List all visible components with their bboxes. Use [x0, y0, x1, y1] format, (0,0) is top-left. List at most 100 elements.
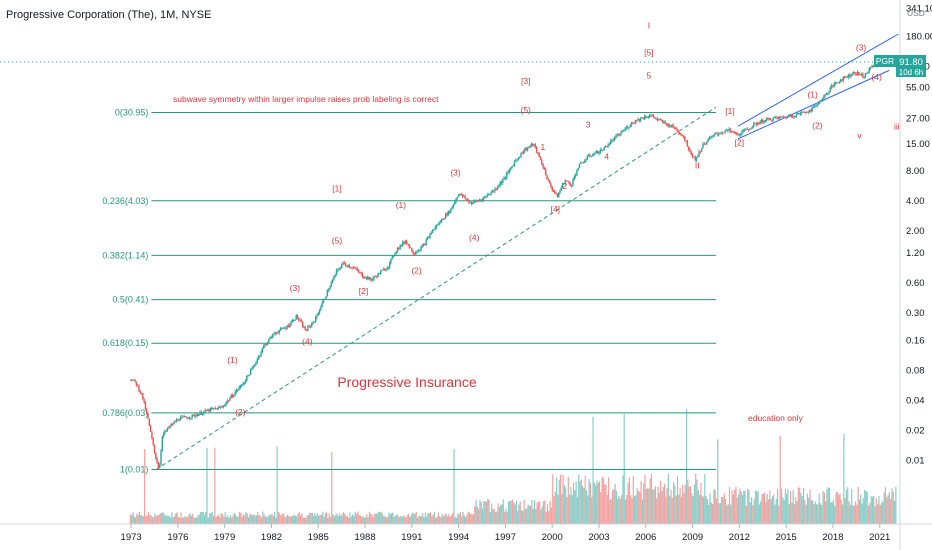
- volume-bar: [589, 483, 592, 524]
- volume-bar: [806, 493, 809, 524]
- volume-bar: [470, 513, 472, 524]
- volume-bar: [614, 483, 616, 524]
- candle-body: [676, 128, 678, 132]
- candle-body: [869, 66, 872, 68]
- candle-body: [398, 247, 400, 249]
- candle-body: [307, 326, 309, 331]
- wave-label: (1): [807, 89, 818, 99]
- volume-bar: [319, 515, 321, 524]
- wave-label: [1]: [332, 183, 341, 193]
- candle-body: [725, 129, 728, 131]
- volume-bar: [753, 499, 755, 524]
- volume-bar: [231, 517, 233, 524]
- volume-bar: [808, 497, 810, 524]
- volume-bar: [680, 496, 682, 524]
- candle-body: [434, 227, 436, 230]
- wave-label: (1): [396, 200, 407, 210]
- candle-body: [864, 73, 867, 78]
- volume-bar: [861, 503, 863, 524]
- volume-bar: [650, 473, 653, 524]
- volume-bar: [702, 496, 705, 524]
- candle-body: [292, 320, 295, 321]
- volume-bar: [189, 513, 191, 524]
- volume-bar: [667, 473, 669, 524]
- volume-bar: [163, 513, 165, 524]
- candle-body: [214, 408, 217, 410]
- volume-bar: [719, 503, 721, 524]
- x-tick-label: 1985: [308, 532, 329, 543]
- volume-bar: [749, 502, 751, 524]
- volume-bar: [236, 516, 238, 524]
- volume-bar: [791, 502, 793, 524]
- candle-body: [529, 145, 531, 147]
- volume-bar: [267, 516, 269, 524]
- volume-bar: [809, 489, 811, 524]
- candle-body: [441, 218, 443, 222]
- chart-subtitle: education only: [748, 413, 804, 423]
- volume-bar: [789, 491, 792, 524]
- volume-bar: [874, 505, 876, 524]
- candle-body: [658, 119, 660, 120]
- volume-bar: [279, 513, 281, 524]
- volume-bar: [140, 515, 142, 524]
- volume-bar: [741, 495, 744, 524]
- candle-body: [493, 190, 495, 192]
- volume-bar: [229, 514, 232, 524]
- candle-body: [765, 118, 768, 120]
- volume-bar: [662, 487, 664, 524]
- volume-bar: [757, 491, 759, 524]
- volume-bar: [615, 490, 618, 524]
- volume-bar: [489, 511, 491, 524]
- volume-bar: [849, 504, 851, 524]
- candle-body: [638, 118, 640, 121]
- volume-bar: [176, 512, 178, 524]
- volume-bar: [888, 491, 890, 524]
- candle-body: [350, 267, 352, 269]
- volume-bar: [372, 517, 374, 524]
- candle-body: [684, 136, 686, 141]
- candle-body: [260, 352, 262, 356]
- x-tick-label: 2003: [588, 532, 609, 543]
- x-tick-label: 2015: [776, 532, 797, 543]
- candle-body: [538, 152, 540, 158]
- volume-bar: [552, 474, 554, 524]
- volume-bar: [611, 490, 614, 524]
- volume-bar: [281, 514, 283, 524]
- candle-body: [564, 180, 566, 184]
- volume-bar: [513, 502, 515, 524]
- candle-body: [359, 272, 361, 273]
- candle-body: [170, 423, 173, 426]
- candle-body: [381, 269, 383, 272]
- volume-bar: [701, 496, 703, 524]
- volume-bar: [857, 487, 859, 524]
- volume-bar: [845, 489, 848, 524]
- volume-bar: [843, 434, 845, 524]
- candle-body: [144, 402, 147, 410]
- candle-body: [741, 131, 743, 135]
- volume-bar: [303, 517, 306, 524]
- candle-body: [261, 348, 264, 353]
- volume-bar: [359, 515, 361, 524]
- candle-body: [457, 194, 460, 197]
- volume-bar: [797, 487, 799, 524]
- candle-body: [174, 421, 177, 423]
- candle-body: [313, 321, 316, 323]
- candle-body: [161, 436, 164, 451]
- volume-bar: [333, 516, 335, 524]
- candle-body: [195, 415, 197, 417]
- candle-body: [563, 183, 565, 185]
- candle-body: [841, 79, 843, 81]
- volume-bar: [745, 505, 747, 524]
- volume-bar: [825, 501, 827, 524]
- candle-body: [534, 144, 537, 147]
- candle-body: [157, 463, 160, 469]
- candle-body: [480, 199, 482, 201]
- volume-bar: [511, 499, 514, 524]
- y-tick-label: 341.10: [906, 4, 932, 15]
- candle-body: [474, 200, 477, 202]
- volume-bar: [463, 515, 465, 524]
- candle-body: [235, 389, 238, 393]
- candle-body: [220, 407, 222, 408]
- candle-body: [361, 273, 364, 277]
